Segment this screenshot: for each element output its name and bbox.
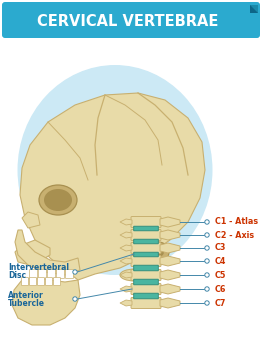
Circle shape xyxy=(205,259,209,263)
Polygon shape xyxy=(250,5,258,13)
Text: Disc: Disc xyxy=(8,272,26,280)
FancyBboxPatch shape xyxy=(54,278,61,286)
Text: C7: C7 xyxy=(215,299,226,308)
FancyBboxPatch shape xyxy=(2,2,260,38)
Text: C5: C5 xyxy=(215,271,226,280)
Polygon shape xyxy=(120,245,132,251)
Polygon shape xyxy=(160,217,180,227)
FancyBboxPatch shape xyxy=(134,226,158,231)
Text: C1 - Atlas: C1 - Atlas xyxy=(215,217,258,226)
FancyBboxPatch shape xyxy=(39,270,47,279)
FancyBboxPatch shape xyxy=(134,293,158,299)
FancyBboxPatch shape xyxy=(46,278,53,286)
Ellipse shape xyxy=(152,247,164,257)
Text: C2 - Axis: C2 - Axis xyxy=(215,231,254,239)
FancyBboxPatch shape xyxy=(29,270,38,279)
Polygon shape xyxy=(120,258,132,264)
FancyBboxPatch shape xyxy=(131,217,161,228)
Polygon shape xyxy=(15,230,80,275)
Circle shape xyxy=(73,270,77,274)
Circle shape xyxy=(205,287,209,291)
Text: Tubercle: Tubercle xyxy=(8,299,45,308)
Text: CERVICAL VERTEBRAE: CERVICAL VERTEBRAE xyxy=(37,14,219,28)
FancyBboxPatch shape xyxy=(29,278,36,286)
FancyBboxPatch shape xyxy=(131,243,161,253)
Polygon shape xyxy=(160,243,180,253)
Polygon shape xyxy=(160,256,180,266)
FancyBboxPatch shape xyxy=(134,265,158,271)
Text: C6: C6 xyxy=(215,285,226,294)
FancyBboxPatch shape xyxy=(65,270,73,279)
Polygon shape xyxy=(22,212,40,228)
Polygon shape xyxy=(20,93,205,280)
Polygon shape xyxy=(120,232,132,238)
Polygon shape xyxy=(160,298,180,308)
FancyBboxPatch shape xyxy=(21,278,28,286)
FancyBboxPatch shape xyxy=(57,270,65,279)
FancyBboxPatch shape xyxy=(134,239,158,244)
Circle shape xyxy=(205,273,209,277)
FancyBboxPatch shape xyxy=(47,270,55,279)
Ellipse shape xyxy=(39,185,77,215)
Text: SKULL: SKULL xyxy=(77,134,179,176)
Text: C4: C4 xyxy=(215,257,226,266)
FancyBboxPatch shape xyxy=(131,284,161,294)
FancyBboxPatch shape xyxy=(134,252,158,257)
Circle shape xyxy=(205,233,209,237)
Polygon shape xyxy=(160,230,180,240)
Polygon shape xyxy=(120,272,132,278)
Text: Intervertebral: Intervertebral xyxy=(8,264,69,273)
Circle shape xyxy=(205,301,209,305)
Circle shape xyxy=(73,297,77,301)
Polygon shape xyxy=(160,270,180,280)
Text: Anterior: Anterior xyxy=(8,290,44,300)
Polygon shape xyxy=(15,240,50,265)
FancyBboxPatch shape xyxy=(131,270,161,280)
Text: C3: C3 xyxy=(215,244,226,252)
FancyBboxPatch shape xyxy=(131,256,161,266)
Polygon shape xyxy=(160,284,180,294)
Ellipse shape xyxy=(17,65,213,275)
Polygon shape xyxy=(12,278,80,325)
Circle shape xyxy=(205,246,209,250)
Ellipse shape xyxy=(120,269,150,281)
Polygon shape xyxy=(120,300,132,306)
FancyBboxPatch shape xyxy=(38,278,44,286)
Ellipse shape xyxy=(147,242,169,262)
FancyBboxPatch shape xyxy=(131,298,161,308)
Polygon shape xyxy=(250,5,258,13)
FancyBboxPatch shape xyxy=(134,279,158,285)
FancyBboxPatch shape xyxy=(131,230,161,240)
Ellipse shape xyxy=(44,189,72,211)
Polygon shape xyxy=(120,219,132,225)
Circle shape xyxy=(205,220,209,224)
Polygon shape xyxy=(120,286,132,292)
